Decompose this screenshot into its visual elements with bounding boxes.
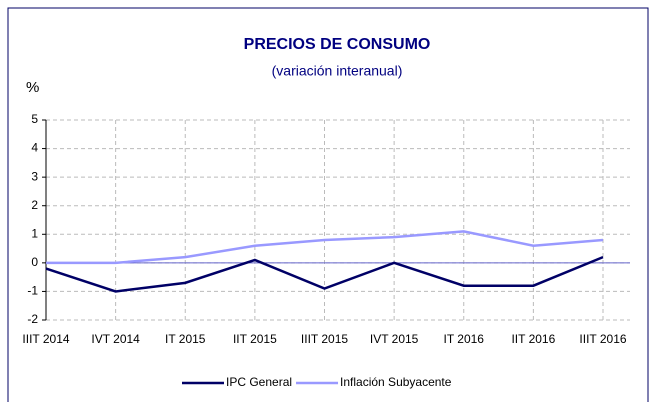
y-tick-label: -1	[27, 284, 38, 298]
x-tick-label: IVT 2015	[370, 332, 419, 346]
y-tick-label: 2	[31, 198, 38, 212]
legend-label: Inflación Subyacente	[340, 375, 452, 389]
frame	[7, 7, 649, 402]
x-tick-label: IIT 2015	[233, 332, 277, 346]
y-axis-label: %	[26, 79, 39, 96]
x-tick-label: IVT 2014	[91, 332, 140, 346]
x-tick-label: IT 2015	[165, 332, 206, 346]
y-tick-label: 1	[31, 226, 38, 240]
y-tick-label: 0	[31, 255, 38, 269]
x-tick-label: IIT 2016	[511, 332, 555, 346]
x-tick-label: IIIT 2015	[301, 332, 348, 346]
y-tick-label: 4	[31, 141, 38, 155]
chart-subtitle: (variación interanual)	[272, 63, 403, 79]
legend-label: IPC General	[226, 375, 292, 389]
y-tick-label: -2	[27, 312, 38, 326]
y-tick-label: 5	[31, 112, 38, 126]
chart-title: PRECIOS DE CONSUMO	[244, 36, 431, 53]
x-tick-label: IT 2016	[444, 332, 485, 346]
x-tick-label: IIIT 2014	[22, 332, 69, 346]
x-tick-label: IIIT 2016	[579, 332, 626, 346]
y-tick-label: 3	[31, 169, 38, 183]
series-line	[46, 230, 604, 265]
series-line	[45, 255, 604, 293]
